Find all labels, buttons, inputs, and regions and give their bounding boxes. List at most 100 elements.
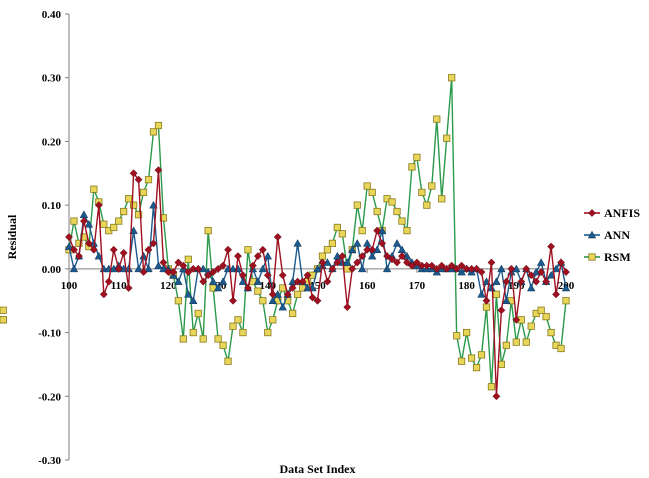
y-tick-label: 0.30 — [42, 73, 62, 85]
data-point-anfis — [373, 226, 382, 235]
legend-label: ANN — [604, 228, 630, 242]
data-point-rsm — [467, 354, 476, 362]
data-point-anfis — [258, 245, 267, 254]
data-point-rsm — [512, 338, 520, 346]
data-point-anfis — [393, 258, 401, 267]
data-point-anfis — [253, 252, 262, 261]
data-point-rsm — [115, 217, 123, 225]
data-point-anfis — [283, 290, 292, 299]
data-point-anfis — [542, 277, 551, 286]
data-point-anfis — [99, 290, 108, 299]
data-point-rsm — [522, 338, 530, 346]
data-point-anfis — [442, 264, 451, 273]
data-point-ann — [79, 210, 89, 218]
data-point-rsm — [398, 217, 406, 225]
data-point-rsm — [224, 357, 232, 365]
y-tick-label: 0.40 — [42, 9, 62, 21]
data-point-ann — [184, 290, 193, 298]
data-point-rsm — [393, 207, 401, 216]
data-point-anfis — [318, 258, 327, 267]
data-point-rsm — [194, 309, 202, 318]
data-point-rsm — [353, 201, 361, 209]
data-point-ann — [492, 277, 501, 285]
data-point-anfis — [547, 242, 556, 251]
data-point-anfis — [84, 239, 93, 248]
data-point-anfis — [194, 264, 203, 273]
data-point-anfis — [224, 245, 232, 254]
series-anfis — [65, 166, 570, 401]
data-point-rsm — [328, 239, 337, 247]
data-point-anfis — [179, 261, 188, 270]
data-point-anfis — [169, 268, 178, 276]
series-rsm — [0, 74, 570, 391]
data-point-ann — [208, 277, 218, 285]
data-point-rsm — [199, 335, 207, 343]
data-point-anfis — [313, 296, 322, 305]
y-tick-label: 0.10 — [42, 200, 62, 212]
y-tick-label: -0.20 — [38, 391, 61, 403]
data-point-anfis — [308, 293, 317, 302]
data-point-rsm — [174, 297, 182, 305]
x-tick-label: 100 — [61, 280, 78, 292]
axes: -0.30 -0.20 -0.10 0.00 0.10 0.20 0.30 0.40 100 11… — [38, 9, 575, 467]
data-point-anfis — [527, 271, 536, 280]
data-point-ann — [362, 239, 372, 247]
data-point-anfis — [114, 264, 123, 273]
data-point-anfis — [383, 252, 392, 261]
data-point-ann — [343, 258, 352, 266]
data-point-rsm — [408, 163, 416, 171]
series-line-rsm — [68, 77, 567, 388]
data-point-rsm — [448, 74, 456, 82]
data-point-anfis — [134, 175, 143, 184]
data-point-anfis — [144, 245, 153, 254]
data-point-rsm — [363, 182, 371, 190]
data-point-ann — [526, 283, 536, 292]
data-point-ann — [382, 264, 392, 273]
data-point-anfis — [333, 258, 342, 267]
data-point-anfis — [557, 258, 565, 267]
data-point-rsm — [264, 328, 272, 337]
data-point-anfis — [497, 306, 506, 315]
data-point-rsm — [403, 227, 411, 235]
data-point-rsm — [120, 207, 128, 216]
data-point-ann — [358, 264, 367, 273]
data-point-ann — [253, 277, 263, 285]
data-point-anfis — [398, 252, 406, 261]
data-point-rsm — [323, 246, 332, 254]
data-point-anfis — [74, 252, 83, 261]
data-point-rsm — [318, 252, 327, 260]
y-axis-title: Residual — [5, 214, 19, 259]
data-point-rsm — [527, 322, 535, 330]
data-point-rsm — [0, 316, 7, 324]
legend-marker-anfis — [588, 209, 596, 217]
data-point-rsm — [254, 287, 262, 295]
data-point-ann — [392, 239, 402, 247]
x-tick-label: 140 — [260, 280, 277, 292]
legend-marker-rsm — [588, 253, 596, 261]
legend-item-ann: ANN — [584, 228, 630, 242]
data-point-rsm — [497, 360, 505, 369]
data-point-rsm — [259, 297, 267, 305]
data-point-rsm — [0, 306, 7, 314]
data-point-anfis — [243, 284, 252, 292]
data-point-anfis — [65, 233, 73, 241]
data-point-anfis — [492, 392, 501, 401]
data-point-rsm — [557, 344, 565, 353]
data-point-anfis — [214, 264, 223, 273]
data-point-anfis — [452, 264, 461, 273]
data-point-rsm — [333, 223, 341, 232]
data-point-ann — [268, 296, 277, 305]
data-point-anfis — [457, 261, 466, 270]
data-point-rsm — [453, 332, 461, 340]
data-point-anfis — [159, 258, 168, 267]
data-point-ann — [218, 277, 228, 285]
data-point-rsm — [562, 297, 570, 305]
data-point-rsm — [149, 128, 158, 136]
data-point-ann — [546, 270, 556, 279]
data-point-anfis — [238, 271, 247, 280]
data-point-ann — [487, 283, 496, 292]
data-point-rsm — [229, 322, 237, 330]
data-point-anfis — [219, 261, 228, 270]
data-point-rsm — [139, 188, 148, 196]
